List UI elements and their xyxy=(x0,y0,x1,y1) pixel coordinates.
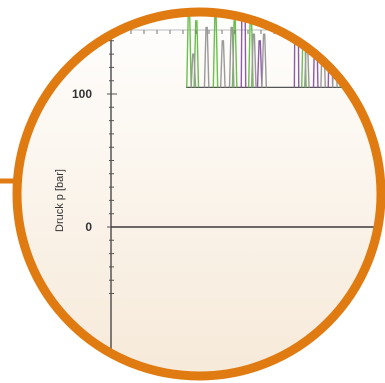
series-peak-purple xyxy=(351,12,357,88)
series-peak-green xyxy=(354,13,360,88)
y-tick-label: 100 xyxy=(72,87,92,101)
series-peak-gray xyxy=(373,12,380,88)
series-peak-gray xyxy=(228,26,235,88)
y-tick-label: 0 xyxy=(85,220,92,234)
series-peak-green xyxy=(368,20,375,88)
series-peak-purple xyxy=(376,12,381,88)
series-peak-gray xyxy=(203,26,210,88)
series-peak-purple xyxy=(365,12,372,88)
y-axis-label: Druck p [bar] xyxy=(54,169,66,232)
series-peak-green xyxy=(186,12,192,88)
series-peak-gray xyxy=(346,12,353,88)
magnifier-ring xyxy=(12,7,385,381)
series-peak-gray xyxy=(250,33,257,88)
series-peak-gray xyxy=(190,53,197,88)
series-peak-gray xyxy=(359,12,366,88)
series-peak-gray xyxy=(261,33,268,88)
y-axis: 0100200300 xyxy=(72,13,381,376)
series-peak-green xyxy=(193,20,200,88)
series-peak-gray xyxy=(219,40,226,88)
series-peak-purple xyxy=(256,40,263,88)
